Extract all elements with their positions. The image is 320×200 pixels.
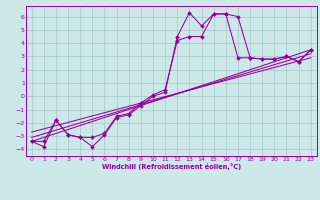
X-axis label: Windchill (Refroidissement éolien,°C): Windchill (Refroidissement éolien,°C) xyxy=(101,163,241,170)
